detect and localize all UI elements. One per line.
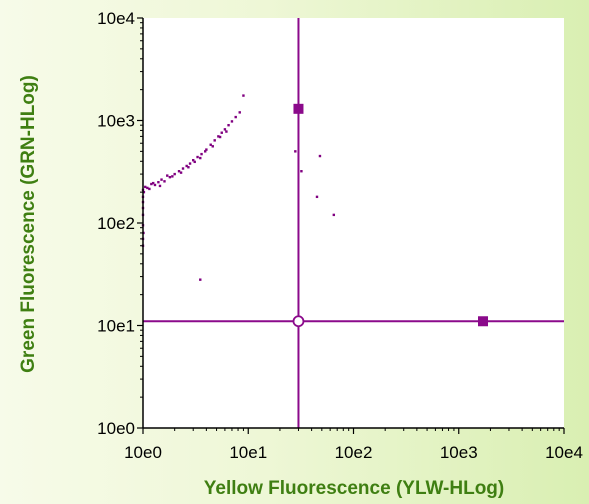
data-point bbox=[177, 170, 181, 173]
data-point bbox=[150, 182, 153, 186]
x-tick-label: 10e3 bbox=[440, 443, 478, 462]
data-point bbox=[193, 160, 196, 164]
data-point bbox=[315, 195, 319, 199]
data-point bbox=[187, 166, 190, 169]
data-point bbox=[196, 155, 199, 159]
data-point bbox=[220, 131, 223, 134]
data-point bbox=[234, 115, 237, 119]
data-point bbox=[151, 181, 155, 185]
data-point bbox=[142, 190, 146, 194]
data-point bbox=[230, 120, 234, 123]
data-point bbox=[144, 185, 147, 189]
data-point bbox=[332, 213, 336, 217]
quadrant-gate bbox=[143, 18, 564, 428]
data-point bbox=[158, 184, 162, 188]
data-point bbox=[153, 183, 157, 187]
data-point bbox=[200, 152, 203, 156]
data-point bbox=[179, 171, 183, 174]
y-tick-label: 10e4 bbox=[97, 9, 135, 28]
data-point bbox=[217, 135, 220, 138]
data-point bbox=[227, 123, 230, 127]
data-point bbox=[168, 175, 172, 179]
data-point bbox=[209, 143, 212, 146]
y-tick-label: 10e0 bbox=[97, 419, 135, 438]
data-point bbox=[146, 186, 149, 190]
axes: 10e0 10e1 10e2 10e3 10e4 10e0 10e1 10e2 10e3 10e4 bbox=[97, 9, 583, 462]
y-tick-label: 10e2 bbox=[97, 214, 135, 233]
y-axis-title: Green Fluorescence (GRN-HLog) bbox=[18, 75, 39, 373]
data-point bbox=[211, 145, 214, 148]
x-axis-title: Yellow Fluorescence (YLW-HLog) bbox=[204, 478, 505, 499]
gate-handle[interactable] bbox=[478, 316, 489, 327]
data-point bbox=[188, 162, 192, 165]
y-tick-label: 10e3 bbox=[97, 112, 135, 131]
data-point bbox=[318, 154, 322, 158]
data-point bbox=[225, 130, 228, 133]
data-point bbox=[181, 167, 185, 170]
x-tick-label: 10e2 bbox=[335, 443, 373, 462]
data-point bbox=[238, 111, 241, 114]
gate-center-handle[interactable] bbox=[292, 315, 305, 328]
data-point bbox=[242, 94, 245, 97]
data-point bbox=[300, 170, 303, 173]
data-point bbox=[166, 174, 169, 177]
data-point bbox=[218, 135, 222, 139]
data-point bbox=[223, 128, 227, 131]
data-point bbox=[171, 175, 174, 178]
data-point bbox=[173, 172, 176, 176]
data-point bbox=[192, 158, 195, 162]
data-point bbox=[160, 178, 163, 181]
data-point bbox=[213, 139, 216, 142]
data-point bbox=[294, 150, 297, 153]
x-tick-label: 10e0 bbox=[124, 443, 162, 462]
data-point bbox=[163, 180, 166, 183]
data-point bbox=[148, 187, 151, 191]
x-tick-label: 10e4 bbox=[545, 443, 583, 462]
data-point bbox=[205, 148, 208, 151]
y-tick-label: 10e1 bbox=[97, 317, 135, 336]
gate-handle[interactable] bbox=[293, 103, 304, 114]
x-tick-label: 10e1 bbox=[229, 443, 267, 462]
data-point bbox=[157, 181, 160, 184]
data-point bbox=[204, 150, 207, 153]
plot-area bbox=[143, 18, 564, 428]
data-point bbox=[199, 278, 202, 281]
data-point bbox=[199, 156, 202, 160]
data-point bbox=[185, 164, 188, 168]
